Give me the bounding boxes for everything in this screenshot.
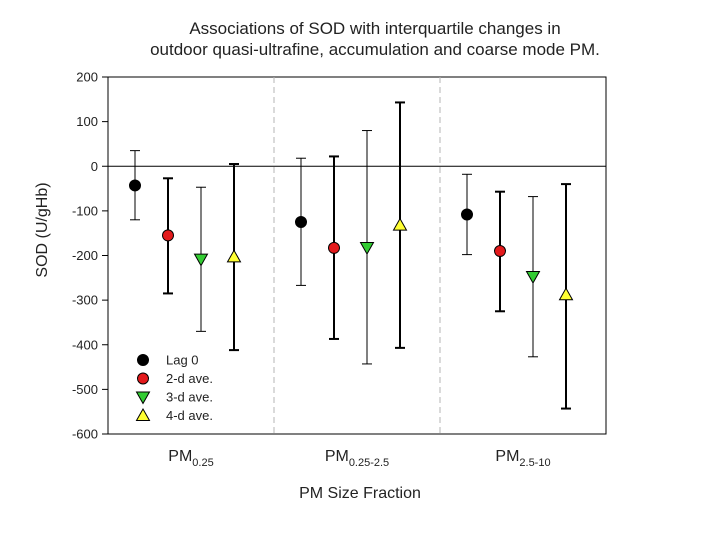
series-2 [193,130,541,365]
x-category-labels: PM0.25 PM0.25-2.5 PM2.5-10 [168,448,550,469]
y-tick-label-2: 0 [91,159,98,174]
y-tick-label-3: -100 [72,203,98,218]
chart-title-line-1: Associations of SOD with interquartile c… [189,19,560,38]
point-1-0 [162,229,174,242]
series-3 [226,101,574,410]
legend-marker-0 [137,354,149,366]
point-3-2 [558,287,574,301]
legend: Lag 0 2-d ave. 3-d ave. 4-d ave. [135,353,213,423]
point-0-0 [129,179,141,192]
y-tick-label-5: -300 [72,293,98,308]
y-tick-label-1: 100 [76,114,98,129]
series-1 [162,155,506,340]
point-3-1 [392,217,408,231]
legend-marker-2 [135,391,151,405]
chart-title-line-2: outdoor quasi-ultrafine, accumulation an… [150,40,600,59]
legend-label-1: 2-d ave. [166,371,213,386]
y-tick-label-0: 200 [76,70,98,85]
x-axis-title: PM Size Fraction [299,485,421,502]
legend-label-3: 4-d ave. [166,408,213,423]
chart-title: Associations of SOD with interquartile c… [150,19,600,59]
point-2-0 [193,253,209,267]
y-tick-label-8: -600 [72,427,98,442]
point-0-2 [461,208,473,221]
y-tick-label-7: -500 [72,382,98,397]
series-0 [129,150,473,286]
point-2-1 [359,241,375,255]
point-0-1 [295,216,307,229]
point-3-0 [226,249,242,263]
x-category-label-0: PM0.25 [168,448,213,469]
category-separators [273,77,441,434]
data-marks [129,101,574,410]
point-1-1 [328,241,340,254]
point-2-2 [525,270,541,284]
point-1-2 [494,245,506,258]
legend-label-2: 3-d ave. [166,390,213,405]
y-tick-label-4: -200 [72,248,98,263]
x-category-label-2: PM2.5-10 [495,448,550,469]
x-category-label-1: PM0.25-2.5 [325,448,389,469]
y-tick-label-6: -400 [72,337,98,352]
legend-marker-1 [137,372,149,385]
y-axis: 200 100 0 -100 -200 -300 -400 -500 -600 [72,70,108,442]
legend-marker-3 [135,407,151,421]
y-axis-title: SOD (U/gHb) [34,182,51,277]
legend-label-0: Lag 0 [166,353,199,368]
